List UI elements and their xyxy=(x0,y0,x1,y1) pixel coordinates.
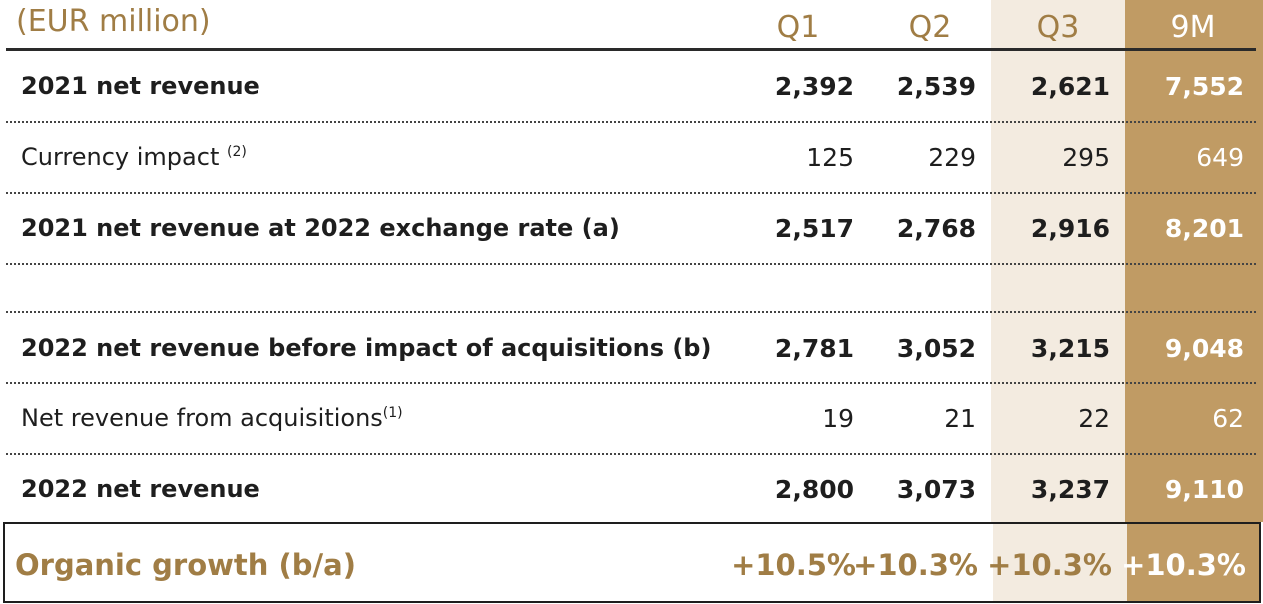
cell-q2: 2,539 xyxy=(896,72,976,101)
table-row: 2021 net revenue 2,392 2,539 2,621 7,552 xyxy=(0,58,1263,114)
cell-q1: 2,781 xyxy=(774,334,854,363)
cell-q2: 2,768 xyxy=(896,214,976,243)
header-rule xyxy=(6,48,1256,51)
footnote-ref: (2) xyxy=(226,144,247,160)
table-row: 2022 net revenue 2,800 3,073 3,237 9,110 xyxy=(0,461,1263,517)
cell-q3: 295 xyxy=(1062,143,1110,172)
dotted-separator xyxy=(6,311,1256,313)
cell-9m: 9,048 xyxy=(1164,334,1244,363)
cell-9m: 649 xyxy=(1196,143,1244,172)
q3-column-band xyxy=(993,524,1127,601)
cell-q3: 3,215 xyxy=(1030,334,1110,363)
cell-q2: 3,052 xyxy=(896,334,976,363)
row-label: 2021 net revenue at 2022 exchange rate (… xyxy=(21,214,620,242)
unit-label: (EUR million) xyxy=(16,4,211,39)
dotted-separator xyxy=(6,263,1256,265)
table-row: 2021 net revenue at 2022 exchange rate (… xyxy=(0,200,1263,256)
table-row: Currency impact (2) 125 229 295 649 xyxy=(0,129,1263,185)
footnote-ref: (1) xyxy=(382,405,403,421)
cell-q3: 2,621 xyxy=(1030,72,1110,101)
column-header-q1: Q1 xyxy=(776,10,820,45)
cell-q1: 2,517 xyxy=(774,214,854,243)
organic-growth-q1: +10.5% xyxy=(731,548,856,582)
column-header-q3: Q3 xyxy=(1036,10,1080,45)
dotted-separator xyxy=(6,121,1256,123)
dotted-separator xyxy=(6,382,1256,384)
nine-month-column-band xyxy=(1125,0,1263,522)
cell-9m: 7,552 xyxy=(1164,72,1244,101)
organic-growth-label: Organic growth (b/a) xyxy=(15,548,356,582)
organic-growth-9m: +10.3% xyxy=(1121,548,1246,582)
row-label: 2022 net revenue before impact of acquis… xyxy=(21,334,712,362)
q3-column-band xyxy=(991,0,1125,522)
organic-growth-q2: +10.3% xyxy=(853,548,978,582)
cell-9m: 9,110 xyxy=(1164,475,1244,504)
nine-month-column-band xyxy=(1127,524,1259,601)
cell-q3: 22 xyxy=(1078,404,1110,433)
cell-q2: 3,073 xyxy=(896,475,976,504)
cell-q3: 3,237 xyxy=(1030,475,1110,504)
organic-growth-q3: +10.3% xyxy=(987,548,1112,582)
cell-q1: 125 xyxy=(806,143,854,172)
cell-q3: 2,916 xyxy=(1030,214,1110,243)
column-header-q2: Q2 xyxy=(908,10,952,45)
dotted-separator xyxy=(6,453,1256,455)
cell-9m: 62 xyxy=(1212,404,1244,433)
cell-q1: 2,392 xyxy=(774,72,854,101)
column-header-9m: 9M xyxy=(1170,10,1216,45)
row-label: 2021 net revenue xyxy=(21,72,260,100)
dotted-separator xyxy=(6,192,1256,194)
cell-q2: 229 xyxy=(928,143,976,172)
cell-q1: 2,800 xyxy=(774,475,854,504)
table-header: (EUR million) Q1 Q2 Q3 9M xyxy=(0,0,1263,50)
organic-growth-row: Organic growth (b/a) +10.5% +10.3% +10.3… xyxy=(3,522,1261,603)
cell-q2: 21 xyxy=(944,404,976,433)
cell-q1: 19 xyxy=(822,404,854,433)
row-label: Currency impact (2) xyxy=(21,143,247,171)
row-label: Net revenue from acquisitions(1) xyxy=(21,404,403,432)
table-row: 2022 net revenue before impact of acquis… xyxy=(0,320,1263,376)
row-label: 2022 net revenue xyxy=(21,475,260,503)
table-row: Net revenue from acquisitions(1) 19 21 2… xyxy=(0,390,1263,446)
cell-9m: 8,201 xyxy=(1164,214,1244,243)
